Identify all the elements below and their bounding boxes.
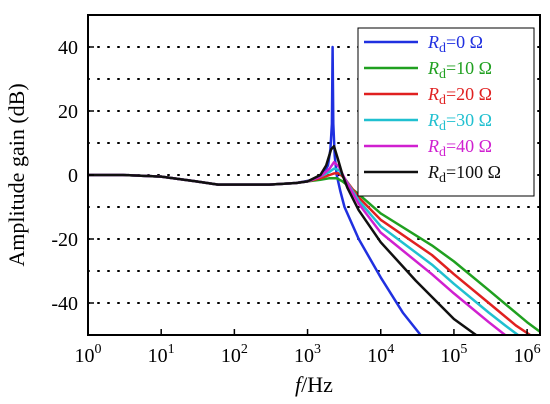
x-tick-exponent: 0 [95,342,102,357]
x-tick-label: 105 [440,342,467,367]
x-tick-exponent: 5 [460,342,467,357]
x-tick-exponent: 4 [387,342,394,357]
legend-label-3: Rd=30 Ω [427,110,492,134]
x-tick-label: 103 [294,342,321,367]
x-tick-base: 10 [221,345,241,367]
y-tick-label: 20 [58,101,78,123]
x-tick-base: 10 [367,345,387,367]
x-tick-exponent: 3 [314,342,321,357]
y-tick-labels: 40 20 0 -20 -40 [51,37,94,315]
y-tick-label: 40 [58,37,78,59]
x-tick-label: 106 [514,342,541,367]
x-tick-exponent: 6 [534,342,541,357]
x-tick-label: 104 [367,342,394,367]
x-tick-labels: 100 101 102 103 104 105 106 [75,329,541,367]
y-axis-label: Amplitude gain (dB) [4,83,29,266]
x-tick-base: 10 [75,345,95,367]
x-tick-exponent: 1 [168,342,175,357]
x-tick-exponent: 2 [241,342,248,357]
series-group [88,45,541,337]
x-tick-label: 102 [221,342,248,367]
y-tick-label: -20 [51,229,78,251]
x-tick-label: 101 [148,342,175,367]
legend-label-4: Rd=40 Ω [427,136,492,160]
x-tick-label: 100 [75,342,102,367]
legend: Rd=0 ΩRd=10 ΩRd=20 ΩRd=30 ΩRd=40 ΩRd=100… [357,27,535,197]
legend-label-2: Rd=20 Ω [427,84,492,108]
x-tick-base: 10 [294,345,314,367]
series-line-2 [88,172,531,337]
legend-box [357,27,535,197]
x-axis-label: f/Hz [295,372,333,397]
y-tick-label: -40 [51,293,78,315]
legend-label-1: Rd=10 Ω [427,58,492,82]
legend-label-5: Rd=100 Ω [427,162,501,186]
y-tick-label: 0 [68,165,78,187]
legend-label-0: Rd=0 Ω [427,32,483,56]
x-tick-base: 10 [514,345,534,367]
x-axis-label-italic: f [295,372,304,397]
series-line-5 [88,144,477,337]
x-tick-base: 10 [148,345,168,367]
x-axis-label-rest: /Hz [301,372,333,397]
x-tick-base: 10 [440,345,460,367]
